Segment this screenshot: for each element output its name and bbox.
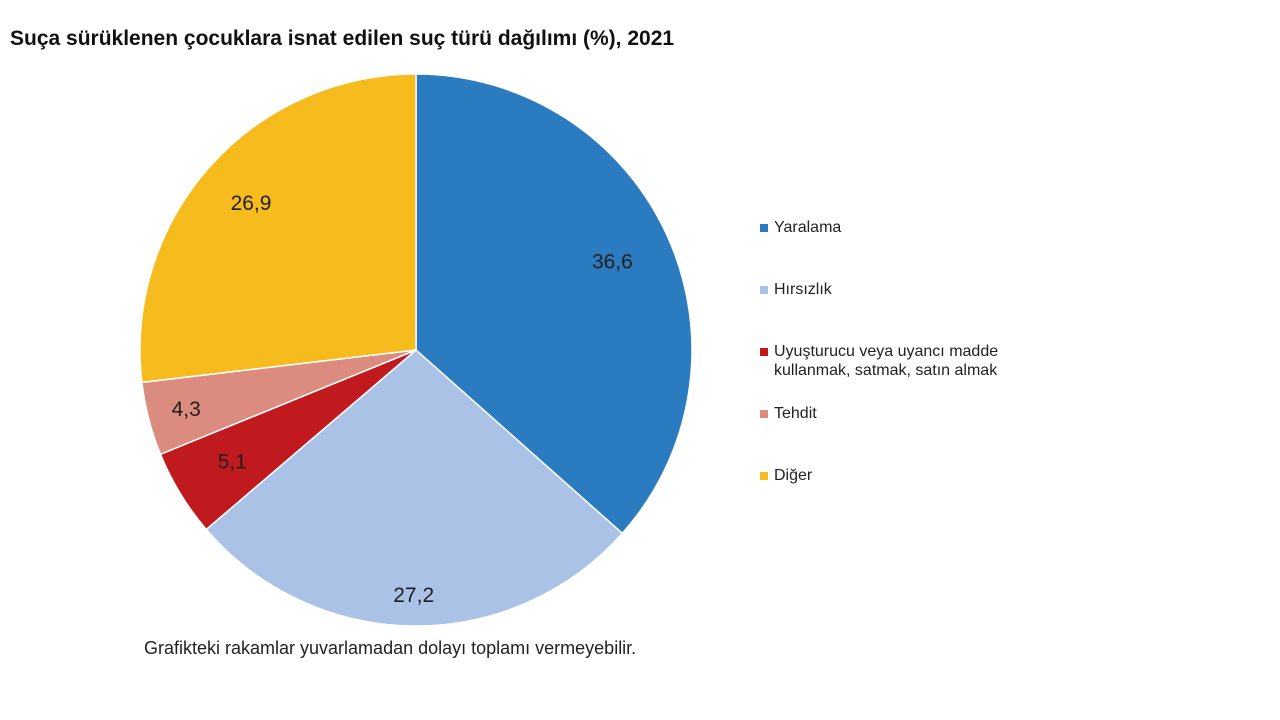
legend-item: Diğer xyxy=(760,466,812,485)
legend-label: Yaralama xyxy=(774,219,842,236)
legend-item: Tehdit xyxy=(760,404,817,423)
legend-swatch xyxy=(760,286,768,294)
slice-value-label: 4,3 xyxy=(172,398,201,421)
legend-label: Hırsızlık xyxy=(774,281,832,298)
legend-item: Hırsızlık xyxy=(760,280,832,299)
legend-swatch xyxy=(760,224,768,232)
legend-item: Yaralama xyxy=(760,218,841,237)
pie-slice xyxy=(415,73,693,535)
slice-value-label: 36,6 xyxy=(592,250,633,273)
legend-label: Diğer xyxy=(774,467,813,484)
slice-value-label: 26,9 xyxy=(231,192,272,215)
footnote: Grafikteki rakamlar yuvarlamadan dolayı … xyxy=(144,638,637,658)
legend-swatch xyxy=(760,410,768,418)
chart-title: Suça sürüklenen çocuklara isnat edilen s… xyxy=(10,27,675,50)
pie-slice xyxy=(139,73,417,384)
pie-labels: 36,6 27,2 5,1 4,3 26,9 xyxy=(172,192,633,607)
slice-value-label: 5,1 xyxy=(218,451,247,474)
legend-label: Tehdit xyxy=(774,405,817,422)
legend-swatch xyxy=(760,348,768,356)
pie-slices xyxy=(139,73,693,627)
legend-swatch xyxy=(760,472,768,480)
pie-slice xyxy=(205,349,624,627)
legend-item: Uyuşturucu veya uyancı madde kullanmak, s… xyxy=(760,342,998,380)
legend-label: Uyuşturucu veya uyancı madde kullanmak, s… xyxy=(774,343,999,379)
slice-value-label: 27,2 xyxy=(393,584,434,607)
